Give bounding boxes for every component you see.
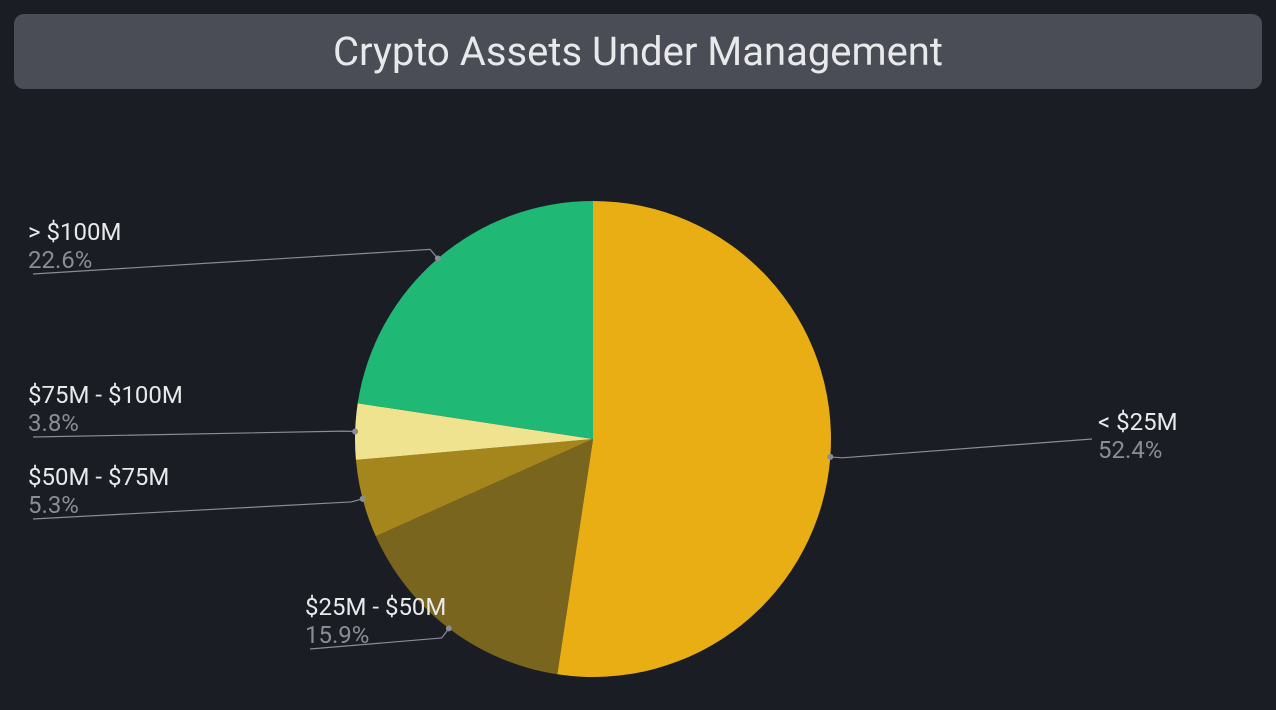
leader-dot bbox=[360, 496, 366, 502]
title-bar: Crypto Assets Under Management bbox=[14, 14, 1262, 89]
leader-dot bbox=[352, 429, 358, 435]
slice-label-name: $50M - $75M bbox=[28, 464, 169, 492]
slice-label-percent: 15.9% bbox=[305, 622, 446, 650]
leader-line bbox=[830, 439, 1092, 458]
slice-label-name: > $100M bbox=[28, 219, 121, 247]
pie-chart: < $25M52.4% $25M - $50M15.9% $50M - $75M5.… bbox=[0, 89, 1276, 709]
slice-label-percent: 52.4% bbox=[1098, 437, 1178, 465]
leader-dot bbox=[446, 625, 452, 631]
pie-slice bbox=[557, 201, 831, 677]
pie-svg bbox=[0, 89, 1276, 709]
pie-slice bbox=[358, 201, 593, 439]
leader-dot bbox=[827, 454, 833, 460]
slice-label: $50M - $75M5.3% bbox=[28, 464, 169, 519]
slice-label: $75M - $100M3.8% bbox=[28, 382, 183, 437]
slice-label: < $25M52.4% bbox=[1098, 409, 1178, 464]
slice-label-name: $75M - $100M bbox=[28, 382, 183, 410]
slice-label-percent: 5.3% bbox=[28, 492, 169, 520]
slice-label-name: $25M - $50M bbox=[305, 594, 446, 622]
slice-label: $25M - $50M15.9% bbox=[305, 594, 446, 649]
slice-label: > $100M22.6% bbox=[28, 219, 121, 274]
slice-label-percent: 3.8% bbox=[28, 410, 183, 438]
chart-title: Crypto Assets Under Management bbox=[14, 28, 1262, 75]
slice-label-name: < $25M bbox=[1098, 409, 1178, 437]
slice-label-percent: 22.6% bbox=[28, 247, 121, 275]
leader-dot bbox=[435, 256, 441, 262]
